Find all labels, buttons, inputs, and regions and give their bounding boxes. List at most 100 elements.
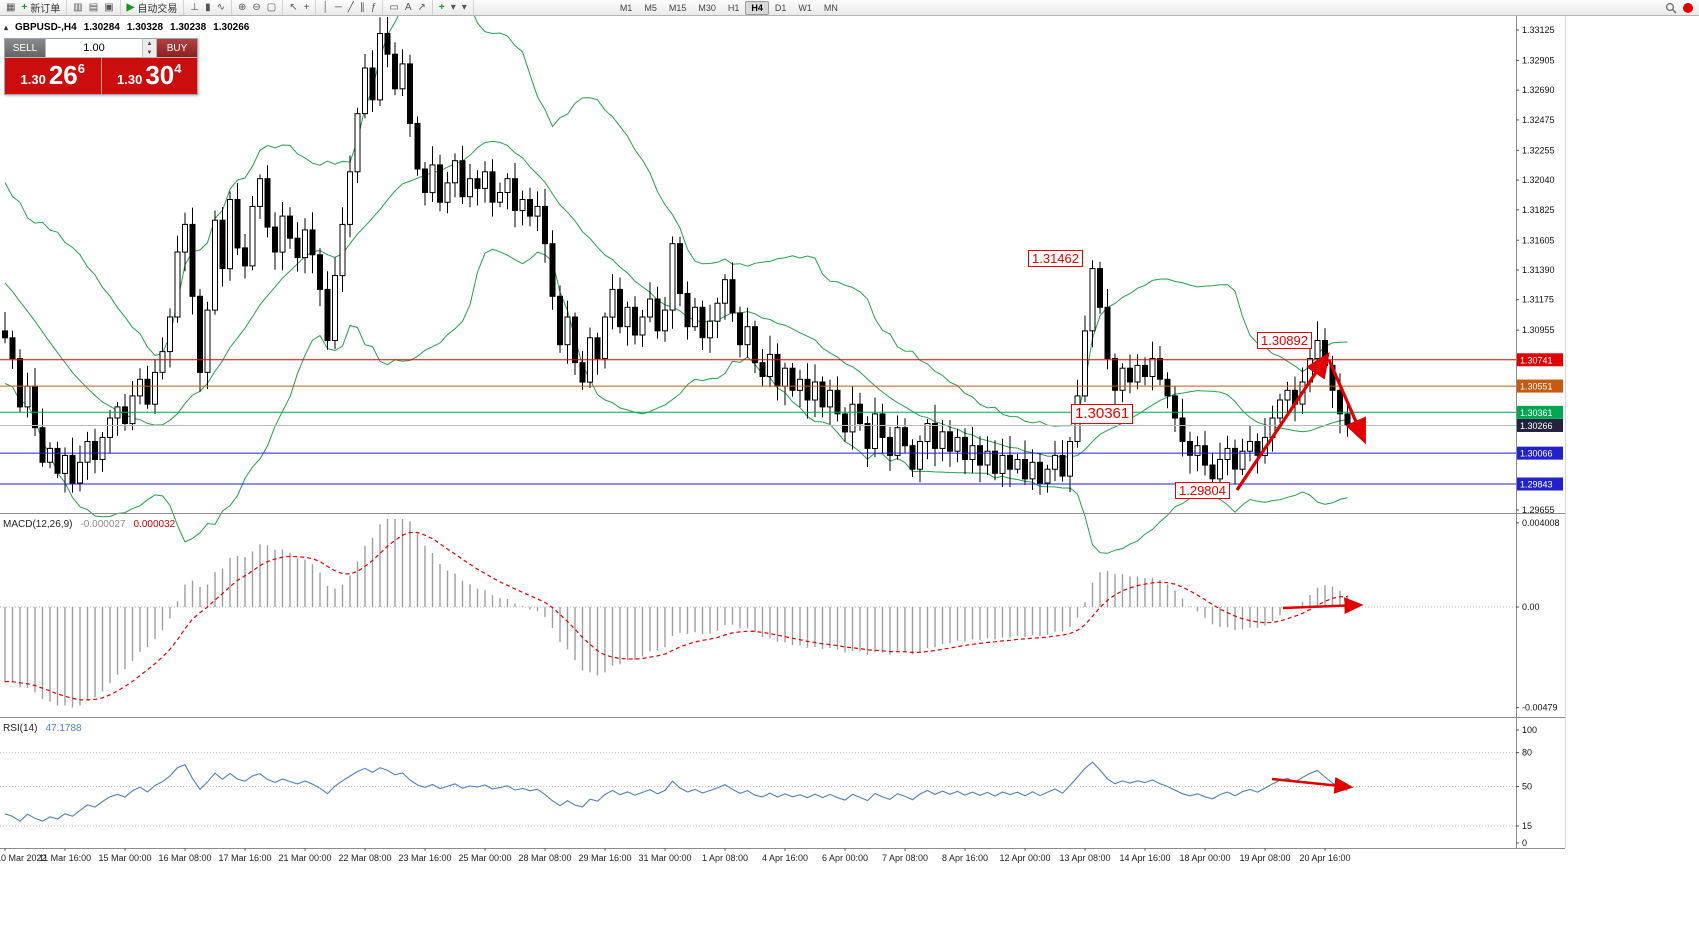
one-click-toggle-icon[interactable]: ▴ bbox=[4, 23, 9, 32]
volume-decrease-button[interactable]: ▼ bbox=[143, 48, 156, 57]
indicators-group: + ▾ ▾ bbox=[433, 0, 474, 15]
periods-button[interactable]: ▾ bbox=[448, 1, 459, 15]
timeframe-h4-button[interactable]: H4 bbox=[745, 0, 769, 15]
timeframe-d1-button[interactable]: D1 bbox=[769, 1, 793, 15]
svg-text:7 Apr 08:00: 7 Apr 08:00 bbox=[882, 853, 928, 863]
auto-trading-button[interactable]: ▶ 自动交易 bbox=[124, 1, 181, 15]
price-annotation-swing-low[interactable]: 1.29804 bbox=[1175, 482, 1230, 499]
timeframe-h1-button[interactable]: H1 bbox=[722, 1, 746, 15]
rsi-trend-arrow[interactable] bbox=[1271, 777, 1354, 794]
line-chart-icon: ∿ bbox=[216, 1, 225, 13]
drawing-group: ▭ A ↗ bbox=[383, 0, 433, 15]
svg-text:16 Mar 08:00: 16 Mar 08:00 bbox=[158, 853, 211, 863]
add-indicator-button[interactable]: + bbox=[436, 1, 448, 15]
svg-text:1.32255: 1.32255 bbox=[1522, 145, 1555, 155]
svg-text:50: 50 bbox=[1522, 782, 1532, 792]
text-label-icon: A bbox=[404, 1, 412, 13]
candlestick-chart-button[interactable]: ▮ bbox=[202, 1, 214, 15]
buy-button[interactable]: BUY bbox=[157, 39, 197, 57]
fibonacci-button[interactable]: ƒ bbox=[368, 1, 380, 15]
timeframe-mn-button[interactable]: MN bbox=[818, 1, 844, 15]
svg-text:11 Mar 16:00: 11 Mar 16:00 bbox=[39, 853, 91, 863]
vertical-line-button[interactable]: │ bbox=[319, 1, 331, 15]
macd-signal-line bbox=[4, 531, 1348, 701]
trendline-button[interactable]: ╱ bbox=[345, 1, 357, 15]
new-order-button[interactable]: + 新订单 bbox=[18, 1, 63, 15]
timeframe-m1-button[interactable]: M1 bbox=[614, 1, 639, 15]
trend-arrow-down[interactable] bbox=[1327, 359, 1366, 445]
chart-window: 1.33125 1.32905 1.32690 1.32475 1.32255 1.320… bbox=[0, 16, 1699, 936]
macd-name: MACD(12,26,9) bbox=[3, 519, 73, 530]
crosshair-icon: + bbox=[303, 1, 310, 13]
buy-price-figure: 1.30 bbox=[117, 72, 143, 87]
sell-price-pips: 26 bbox=[48, 60, 78, 90]
tile-windows-button[interactable]: ▢ bbox=[264, 1, 279, 15]
timeframe-m30-button[interactable]: M30 bbox=[692, 1, 722, 15]
new-order-label: 新订单 bbox=[30, 4, 61, 15]
price-annotation-spike-high[interactable]: 1.31462 bbox=[1028, 250, 1083, 267]
fibonacci-icon: ƒ bbox=[370, 1, 377, 13]
timeframe-m5-button[interactable]: M5 bbox=[638, 1, 663, 15]
cursor-button[interactable]: ↖ bbox=[286, 1, 300, 15]
buy-price-tile[interactable]: 1.30 30 4 bbox=[101, 58, 197, 94]
price-annotation-target-top[interactable]: 1.30892 bbox=[1257, 332, 1312, 349]
svg-text:23 Mar 16:00: 23 Mar 16:00 bbox=[398, 853, 451, 863]
panel-dividers bbox=[0, 16, 1566, 849]
sell-price-tile[interactable]: 1.30 26 6 bbox=[5, 58, 102, 94]
market-watch-button[interactable]: ▥ bbox=[70, 1, 85, 15]
templates-icon: ▾ bbox=[461, 1, 467, 13]
svg-text:1 Apr 08:00: 1 Apr 08:00 bbox=[702, 853, 748, 863]
text-label-button[interactable]: A bbox=[402, 1, 415, 15]
new-chart-button[interactable]: ▦ bbox=[3, 1, 18, 15]
autotrade-group: ▶ 自动交易 bbox=[121, 0, 185, 15]
macd-main-value: -0.000027 bbox=[80, 519, 126, 530]
volume-increase-button[interactable]: ▲ bbox=[143, 39, 156, 48]
rsi-panel: 100 80 50 15 0 bbox=[0, 725, 1537, 848]
trend-arrow-up[interactable] bbox=[1235, 352, 1330, 491]
timeframe-m15-button[interactable]: M15 bbox=[663, 1, 693, 15]
horizontal-line-button[interactable]: ─ bbox=[332, 1, 345, 15]
line-chart-button[interactable]: ∿ bbox=[214, 1, 228, 15]
zoom-out-button[interactable]: ⊖ bbox=[249, 1, 263, 15]
svg-text:1.31390: 1.31390 bbox=[1522, 265, 1555, 275]
svg-text:15: 15 bbox=[1522, 821, 1532, 831]
svg-text:1.30551: 1.30551 bbox=[1520, 382, 1553, 392]
trend-arrows[interactable] bbox=[1235, 352, 1366, 794]
svg-text:15 Mar 00:00: 15 Mar 00:00 bbox=[98, 853, 151, 863]
templates-button[interactable]: ▾ bbox=[459, 1, 470, 15]
svg-text:1.29655: 1.29655 bbox=[1522, 505, 1555, 515]
toolbar-right bbox=[1665, 1, 1699, 15]
bar-chart-button[interactable]: ⊥ bbox=[187, 1, 202, 15]
price-annotation-pullback[interactable]: 1.30361 bbox=[1071, 404, 1134, 424]
macd-trend-arrow[interactable] bbox=[1282, 597, 1364, 615]
volume-input[interactable] bbox=[46, 39, 142, 57]
add-indicator-icon: + bbox=[438, 1, 445, 13]
ohlc-close: 1.30266 bbox=[213, 22, 250, 33]
alert-badge-icon[interactable] bbox=[1683, 2, 1693, 13]
arrow-objects-button[interactable]: ↗ bbox=[415, 1, 429, 15]
zoom-group: ⊕ ⊖ ▢ bbox=[232, 0, 284, 15]
rsi-line bbox=[4, 761, 1348, 822]
data-window-button[interactable]: ▤ bbox=[86, 1, 101, 15]
svg-text:1.32905: 1.32905 bbox=[1522, 55, 1555, 65]
svg-text:6 Apr 00:00: 6 Apr 00:00 bbox=[822, 853, 868, 863]
horizontal-line-icon: ─ bbox=[334, 1, 342, 13]
navigator-button[interactable]: ▣ bbox=[101, 1, 116, 15]
sell-button[interactable]: SELL bbox=[5, 39, 45, 57]
zoom-in-icon: ⊕ bbox=[237, 1, 247, 13]
macd-panel: 0.004008 0.00 -0.00479 bbox=[0, 518, 1560, 713]
shapes-button[interactable]: ▭ bbox=[386, 1, 401, 15]
trade-prices-row: 1.30 26 6 1.30 30 4 bbox=[5, 58, 197, 94]
timeframe-w1-button[interactable]: W1 bbox=[792, 1, 818, 15]
crosshair-button[interactable]: + bbox=[301, 1, 313, 15]
zoom-in-button[interactable]: ⊕ bbox=[235, 1, 249, 15]
equidistant-channel-button[interactable]: ∥ bbox=[357, 1, 368, 15]
macd-histogram bbox=[4, 519, 1349, 708]
price-axis[interactable]: 1.33125 1.32905 1.32690 1.32475 1.32255 1.320… bbox=[1516, 25, 1563, 515]
chart-canvas[interactable]: 1.33125 1.32905 1.32690 1.32475 1.32255 1.320… bbox=[0, 16, 1699, 936]
svg-text:19 Apr 08:00: 19 Apr 08:00 bbox=[1239, 853, 1290, 863]
svg-text:1.30955: 1.30955 bbox=[1522, 325, 1555, 335]
ohlc-open: 1.30284 bbox=[83, 22, 120, 33]
search-button[interactable] bbox=[1665, 1, 1677, 15]
